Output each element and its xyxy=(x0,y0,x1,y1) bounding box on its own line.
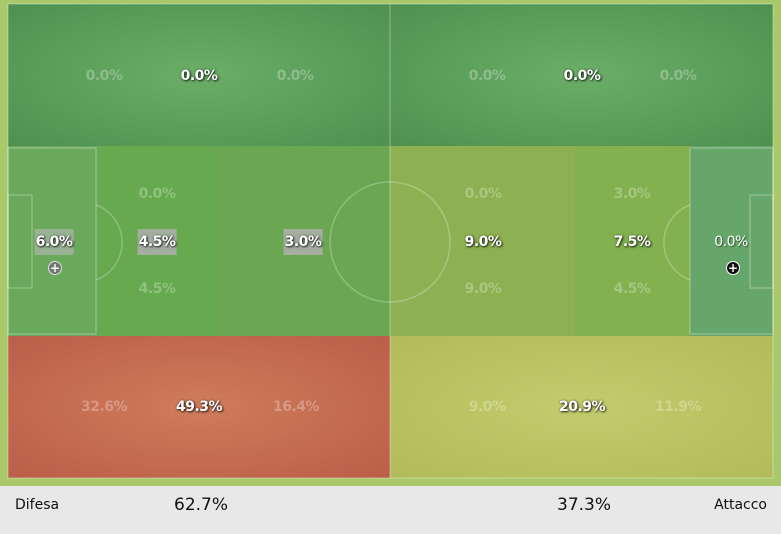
pitch-lines xyxy=(7,3,774,479)
zone xyxy=(690,146,773,336)
zone xyxy=(575,146,690,336)
zone-value: 7.5% xyxy=(613,234,651,250)
zone-value: 9.0% xyxy=(464,234,502,250)
sub-zone-value: 0.0% xyxy=(659,68,697,84)
zone-value: 0.0% xyxy=(563,68,601,84)
sub-zone-value: 4.5% xyxy=(613,281,651,297)
zone xyxy=(390,146,575,336)
sub-zone-value: 0.0% xyxy=(468,68,506,84)
sub-zone-value: 3.0% xyxy=(613,186,651,202)
defense-value: 62.7% xyxy=(174,495,229,515)
zone-value: 6.0% xyxy=(34,229,74,255)
sub-zone-value: 0.0% xyxy=(464,186,502,202)
sub-zone-value: 4.5% xyxy=(138,281,176,297)
sub-zone-value: 9.0% xyxy=(468,399,506,415)
sub-zone-value: 0.0% xyxy=(138,186,176,202)
zone-value: 20.9% xyxy=(558,399,606,415)
footer: Difesa 62.7% 37.3% Attacco xyxy=(0,486,781,534)
zone xyxy=(8,4,390,146)
zone xyxy=(8,336,390,478)
sub-zone-value: 16.4% xyxy=(272,399,320,415)
zone-value: 0.0% xyxy=(714,234,748,250)
player-icon: + xyxy=(726,261,740,275)
zone-value: 4.5% xyxy=(137,229,177,255)
sub-zone-value: 0.0% xyxy=(276,68,314,84)
zone xyxy=(390,336,773,478)
sub-zone-value: 0.0% xyxy=(85,68,123,84)
attack-value: 37.3% xyxy=(557,495,612,515)
zone-value: 49.3% xyxy=(175,399,223,415)
defense-label: Difesa xyxy=(15,497,60,513)
zone-value: 3.0% xyxy=(283,229,323,255)
sub-zone-value: 9.0% xyxy=(464,281,502,297)
sub-zone-value: 11.9% xyxy=(654,399,702,415)
player-icon: + xyxy=(48,261,62,275)
zone-value: 0.0% xyxy=(180,68,218,84)
sub-zone-value: 32.6% xyxy=(80,399,128,415)
attack-label: Attacco xyxy=(714,497,767,513)
zone xyxy=(390,4,773,146)
